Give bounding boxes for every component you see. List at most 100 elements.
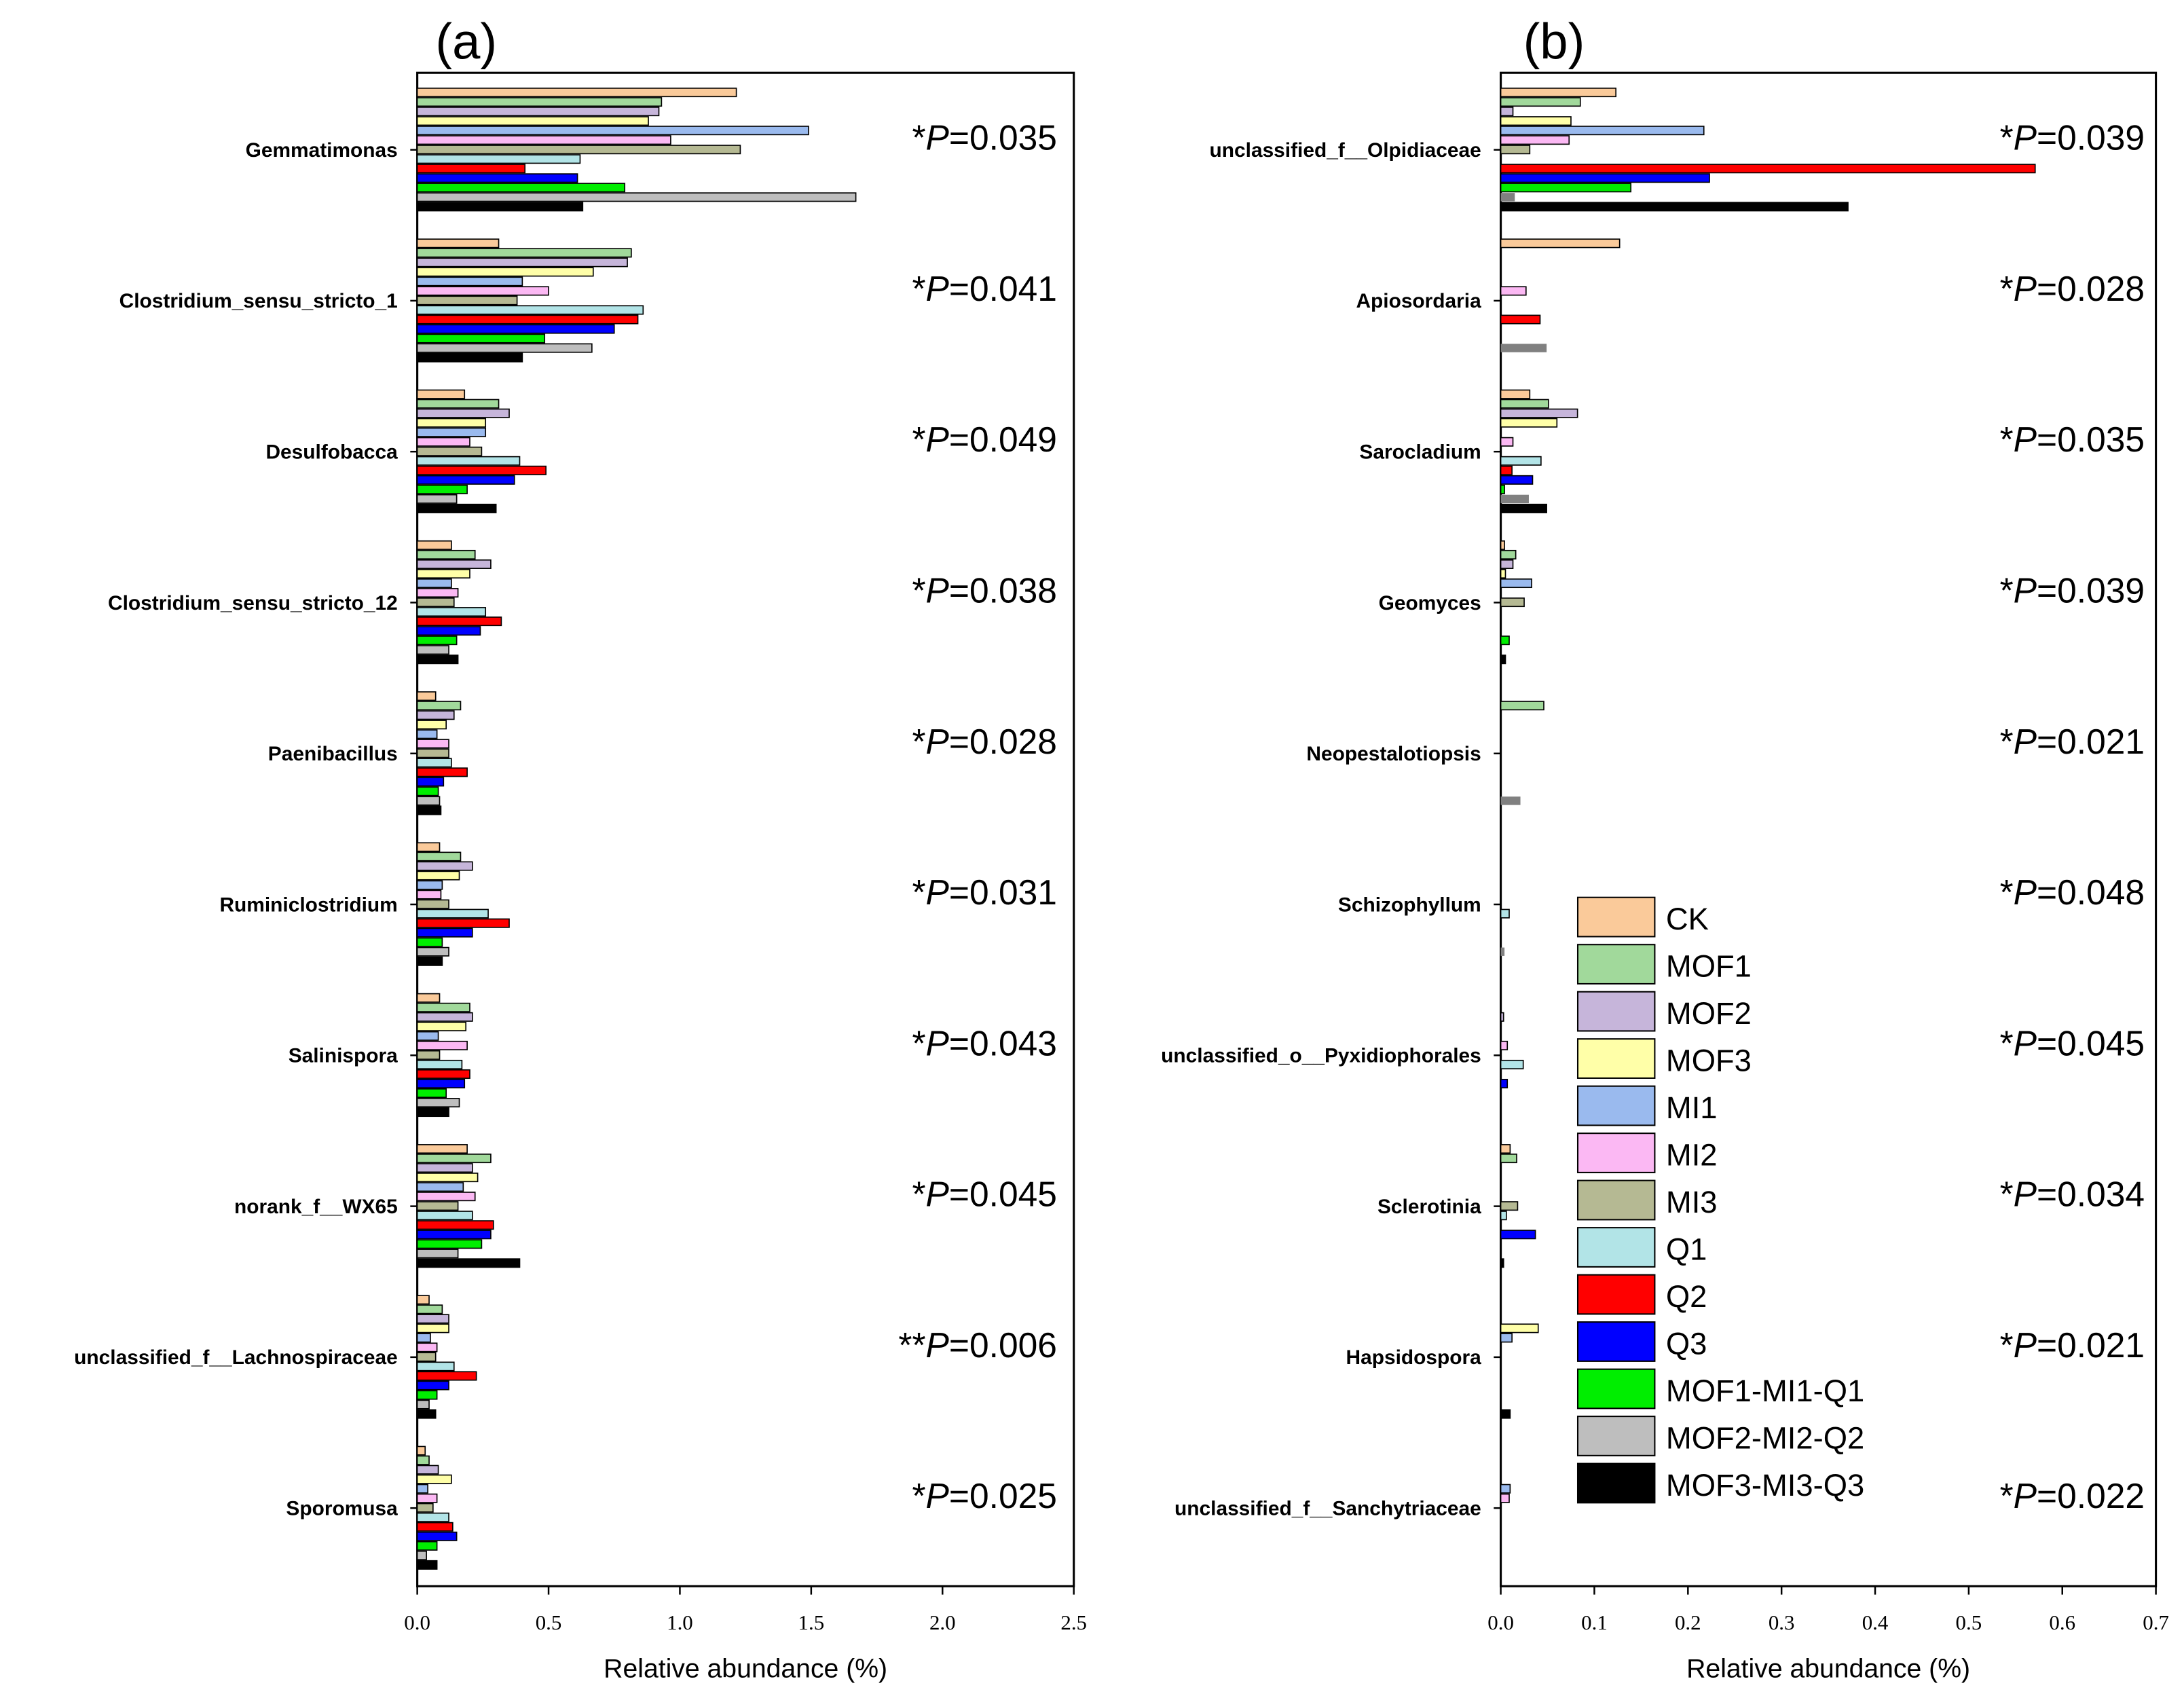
plot-frame [416,71,1075,1587]
significance-stars: * [2000,1175,2014,1214]
bar-mof3-mi3-q3 [1500,1409,1511,1419]
p-number: =0.039 [2037,570,2145,610]
p-label: P [2014,1175,2037,1214]
bar-mi1 [1500,578,1532,589]
p-label: P [926,872,950,912]
legend-label: CK [1666,902,1709,936]
bar-mof3 [1500,418,1558,428]
bar-mi2 [416,588,459,598]
x-tick-label: 0.5 [536,1610,562,1634]
bar-mof1-mi1-q1 [416,1390,438,1400]
x-tick-label: 2.5 [1060,1610,1087,1634]
bar-mof1-mi1-q1 [416,937,443,947]
category-label: unclassified_o__Pyxidiophorales [1161,1045,1481,1067]
p-label: P [926,118,950,158]
panel-a: (a)Gemmatimonas *P=0.035Clostridium_sensu… [74,14,1087,1684]
bar-q2 [416,1220,494,1230]
category-label: Paenibacillus [268,743,398,765]
plot-frame [1500,71,2158,1587]
p-value: *P=0.039 [2000,570,2145,610]
bar-mi1 [1500,1333,1513,1343]
p-label: P [926,1325,950,1365]
category-label: unclassified_f__Lachnospiraceae [74,1346,398,1369]
bar-mof2-mi2-q2 [1500,796,1521,805]
bar-ck [1500,238,1621,248]
p-number: =0.006 [949,1325,1057,1365]
bar-mof3-mi3-q3 [416,503,497,513]
bar-q2 [416,1069,470,1079]
bar-q3 [416,324,615,334]
bar-q2 [416,616,502,627]
bar-q2 [1500,465,1513,475]
p-number: =0.028 [949,722,1057,761]
bar-mof2-mi2-q2 [416,1098,460,1108]
bar-mi3 [416,1503,434,1513]
p-label: P [926,570,950,610]
category-label: unclassified_f__Sanchytriaceae [1174,1497,1481,1520]
bar-mof2-mi2-q2 [1500,344,1547,352]
bar-mof2 [1500,559,1514,569]
bar-mof2 [416,861,473,871]
bar-q2 [416,314,639,325]
bar-q3 [416,626,481,636]
p-value: *P=0.035 [2000,420,2145,459]
bar-q3 [1500,1078,1509,1088]
significance-stars: * [2000,1325,2014,1365]
p-label: P [926,420,950,459]
bar-q3 [416,1380,449,1391]
bar-mof3 [416,1021,467,1031]
bar-mof1-mi1-q1 [1500,636,1510,646]
x-tick-label: 0.0 [404,1610,430,1634]
significance-stars: * [2000,872,2014,912]
significance-stars: * [912,118,925,158]
bar-q1 [416,305,644,315]
bar-mof1-mi1-q1 [416,1088,447,1099]
p-number: =0.048 [2037,872,2145,912]
bar-mof3 [1500,1323,1539,1333]
bar-mi1 [1500,1484,1511,1494]
category-label: norank_f__WX65 [234,1196,398,1218]
bar-mi1 [416,427,487,437]
bar-mof3 [416,1323,449,1333]
bar-mof3-mi3-q3 [1500,503,1547,513]
category-label: Gemmatimonas [246,139,398,162]
bar-mi1 [416,1333,431,1343]
p-label: P [2014,420,2037,459]
x-tick-label: 0.2 [1675,1610,1701,1634]
bar-mof2 [416,257,628,268]
category-label: Sclerotinia [1377,1196,1481,1218]
bar-ck [416,1295,430,1305]
bar-ck [416,1144,468,1154]
category-label: Desulfobacca [265,441,398,464]
p-value: *P=0.021 [2000,1325,2145,1365]
legend-swatch-q3 [1576,1321,1656,1362]
p-number: =0.028 [2037,269,2145,308]
bar-mof2 [1500,1012,1504,1022]
p-label: P [2014,1023,2037,1063]
bar-mof2 [416,559,492,569]
x-axis-label: Relative abundance (%) [604,1654,887,1683]
bar-mof3 [416,1173,479,1183]
bar-ck [1500,540,1505,550]
bar-mi2 [1500,437,1514,447]
bar-mof3 [416,267,594,277]
bar-mi3 [416,748,449,758]
x-tick-label: 2.0 [929,1610,956,1634]
bar-q1 [416,154,581,164]
bar-mof2-mi2-q2 [1500,193,1515,202]
bar-q2 [416,164,526,174]
bar-mof3-mi3-q3 [416,202,584,212]
legend-swatch-mof3 [1576,1038,1656,1079]
legend-label: MOF3 [1666,1044,1752,1078]
bar-q1 [1500,1059,1524,1069]
bar-mi2 [416,286,549,296]
bar-mof3 [1500,116,1572,126]
significance-stars: * [2000,1023,2014,1063]
legend-label: MOF1 [1666,949,1752,984]
p-value: *P=0.048 [2000,872,2145,912]
bar-mof2 [1500,408,1578,418]
x-tick-label: 0.3 [1769,1610,1795,1634]
p-number: =0.031 [949,872,1057,912]
p-value: *P=0.031 [912,872,1057,912]
p-value: **P=0.006 [898,1325,1057,1365]
